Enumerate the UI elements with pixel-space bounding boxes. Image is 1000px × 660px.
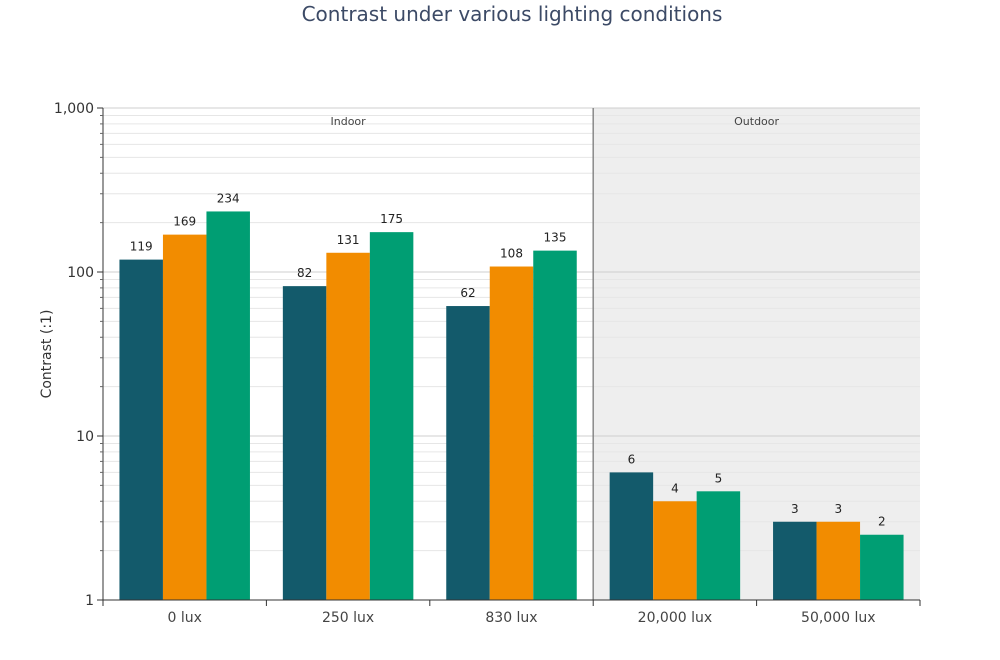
data-label: 4: [671, 481, 679, 495]
y-axis-title: Contrast (:1): [39, 310, 55, 399]
bar: [162, 234, 207, 600]
data-label: 82: [297, 266, 312, 280]
x-tick-label: 0 lux: [167, 610, 201, 626]
bar: [119, 259, 163, 600]
data-label: 62: [460, 286, 475, 300]
x-tick-label: 830 lux: [485, 610, 537, 626]
data-label: 169: [173, 215, 196, 229]
bar: [446, 306, 490, 600]
data-label: 5: [715, 471, 723, 485]
bar: [860, 534, 904, 600]
x-tick-label: 250 lux: [322, 610, 374, 626]
data-label: 3: [791, 502, 799, 516]
y-tick-label: 10: [76, 429, 94, 445]
bar: [609, 472, 654, 600]
data-label: 6: [628, 452, 636, 466]
x-tick-label: 20,000 lux: [638, 610, 712, 626]
region-label-indoor: Indoor: [331, 115, 367, 128]
labels-layer: Indoor Outdoor 119 169 234 82 131 175 62 108 135 6 4…: [130, 115, 886, 529]
bar: [489, 266, 534, 600]
y-tick-label: 100: [67, 265, 94, 281]
chart-title: Contrast under various lighting conditio…: [301, 2, 723, 26]
data-label: 175: [380, 212, 403, 226]
data-label: 119: [130, 240, 153, 254]
region-label-outdoor: Outdoor: [734, 115, 779, 128]
bar: [282, 286, 327, 600]
bar: [533, 250, 577, 601]
bar: [326, 252, 370, 600]
axes-layer: 1 10 100 1,000 0 lux 250 lux 830 lux 20,000 lux…: [54, 101, 921, 626]
bar: [206, 211, 250, 600]
data-label: 131: [337, 233, 360, 247]
bar: [653, 501, 697, 600]
x-tick-label: 50,000 lux: [801, 610, 875, 626]
data-label: 108: [500, 247, 523, 261]
bar: [696, 491, 741, 600]
bar: [369, 232, 414, 600]
bar: [773, 521, 817, 600]
bars-layer: [119, 211, 904, 601]
data-label: 234: [217, 191, 240, 205]
y-tick-label: 1,000: [54, 101, 94, 117]
y-tick-label: 1: [85, 593, 94, 609]
data-label: 135: [544, 231, 567, 245]
bar: [816, 521, 861, 600]
data-label: 2: [878, 515, 886, 529]
data-label: 3: [834, 502, 842, 516]
